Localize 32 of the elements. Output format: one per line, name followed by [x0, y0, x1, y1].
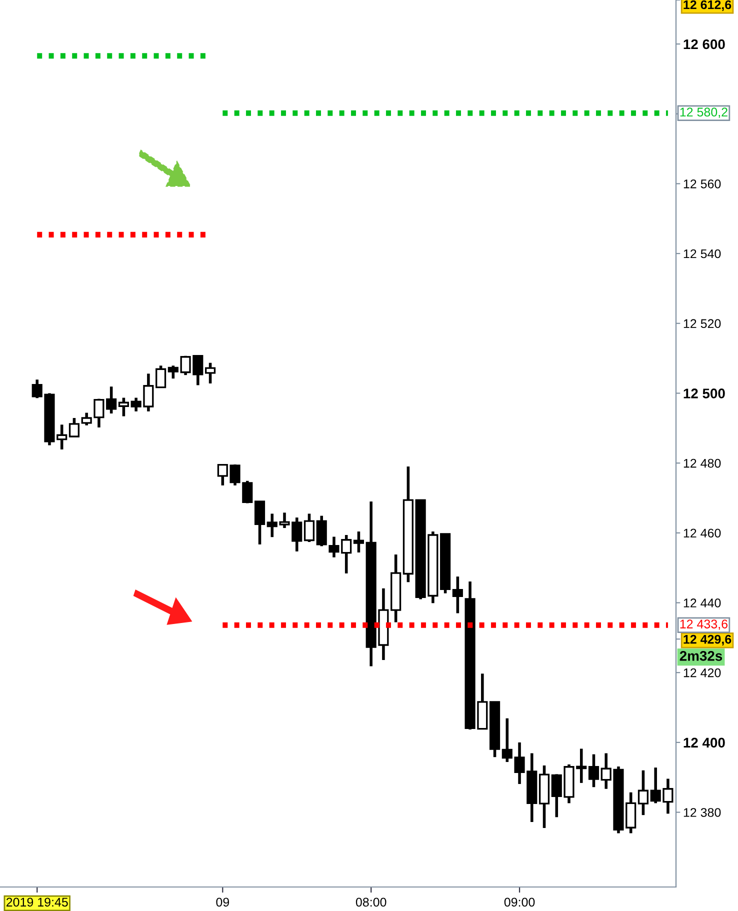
x-tick-label: 2019 19:45 [6, 898, 68, 907]
y-tick-label: 12 400 [684, 738, 725, 748]
y-tick-label: 12 500 [684, 388, 725, 398]
candlestick [204, 361, 216, 385]
y-tick-label: 12 540 [684, 249, 721, 258]
candlestick [452, 575, 463, 615]
candlestick [304, 512, 315, 544]
text: 2m32s [680, 651, 722, 661]
candlestick [156, 364, 166, 389]
x-tick-label: 09 [216, 898, 230, 907]
candlestick [254, 500, 266, 546]
candlestick [106, 385, 117, 415]
y-tick-label: 12 520 [684, 319, 721, 328]
candlestick [353, 530, 364, 554]
y-tick-label: 12 612,6 [684, 0, 732, 11]
candlestick [168, 364, 178, 380]
candlestick [118, 396, 129, 418]
y-tick-label: 12 560 [684, 179, 721, 188]
y-tick-label: 12 600 [684, 39, 725, 50]
y-tick-label: 12 460 [684, 528, 721, 538]
candlestick [588, 752, 600, 789]
data-label: 12 433,6 [680, 620, 728, 630]
candlestick [638, 768, 649, 816]
y-tick-label: 12 380 [684, 808, 721, 817]
y-tick-label: 12 420 [684, 668, 721, 678]
data-label: 12 580,2 [680, 108, 728, 118]
y-tick-label: 12 429,6 [684, 634, 732, 646]
candlestick [68, 416, 80, 438]
x-tick-label: 08:00 [356, 898, 386, 907]
x-tick-label: 09:00 [504, 898, 535, 907]
y-tick-label: 12 440 [684, 598, 721, 608]
y-tick-label: 12 480 [684, 458, 721, 468]
